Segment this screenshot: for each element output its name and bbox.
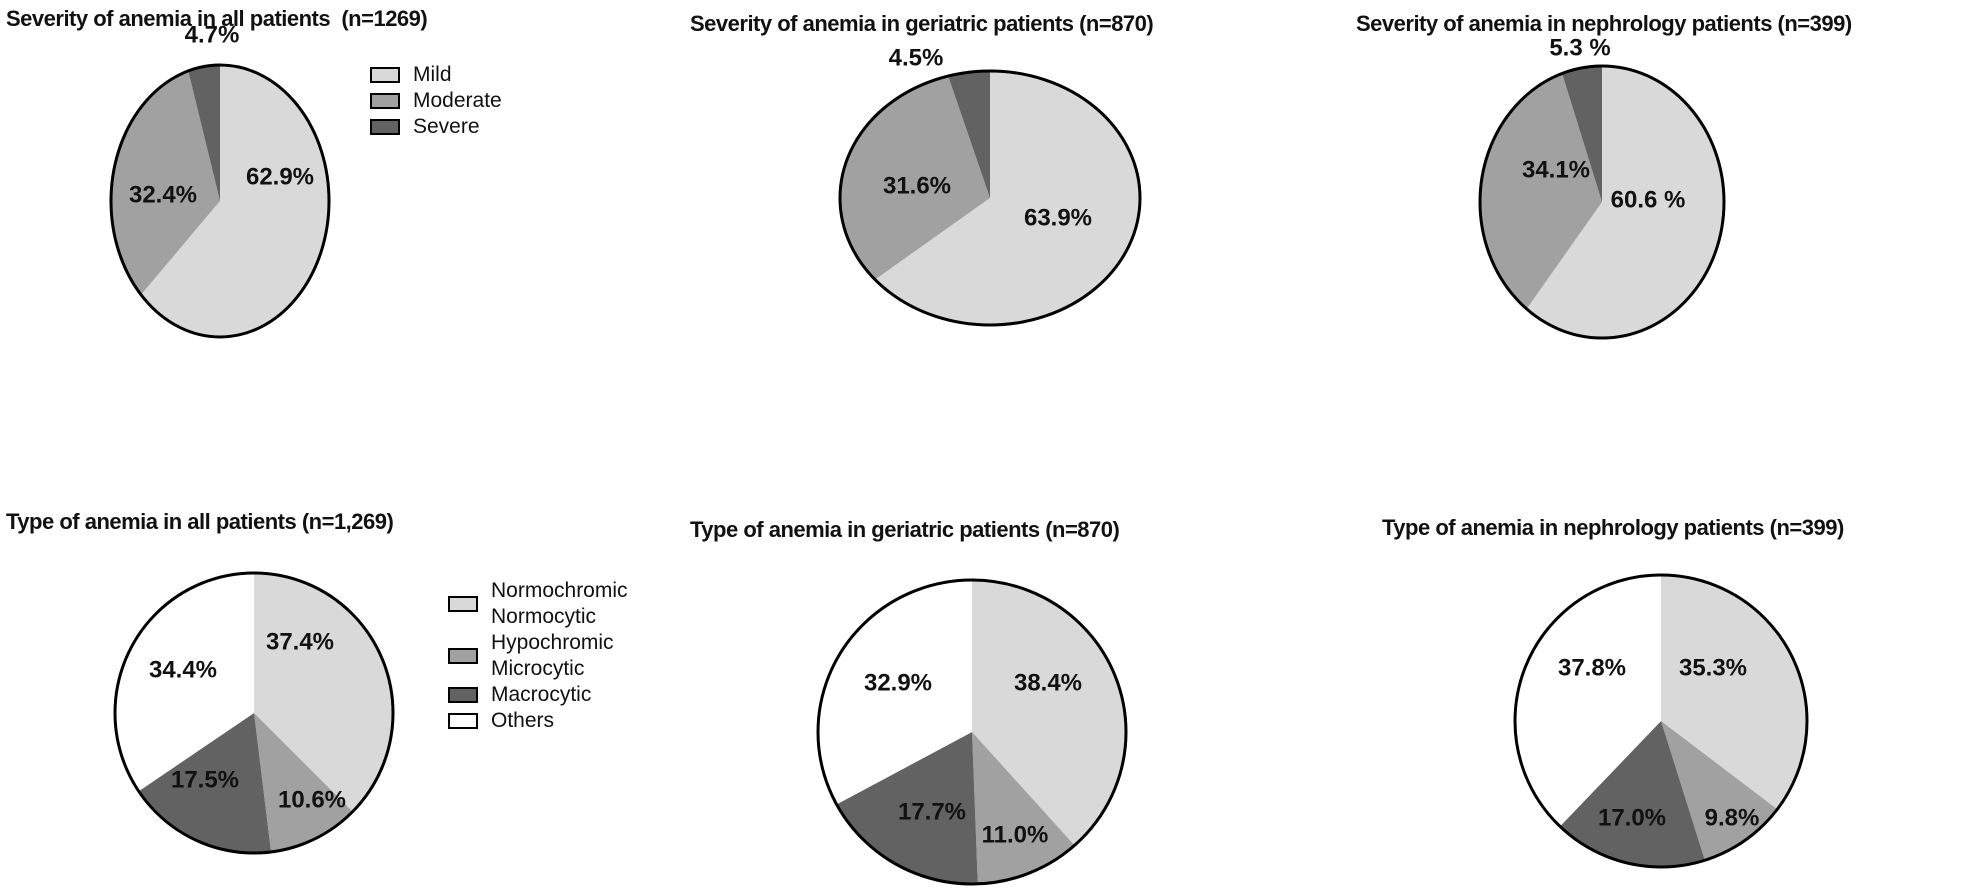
legend-swatch-severe [370, 119, 400, 135]
legend-swatch-moderate [370, 93, 400, 109]
pie-slice-severity-all-moderate [110, 70, 220, 295]
legend-item-hypochromic-microcytic: Hypochromic Microcytic [448, 630, 628, 682]
legend-label: Others [491, 709, 555, 732]
legend-item-moderate: Moderate [370, 88, 502, 114]
legend-swatch-normochromic-normocytic [448, 596, 478, 612]
legend-label: Moderate [413, 89, 502, 112]
slice-label-severity-all-severe: 4.7% [185, 22, 240, 49]
slice-label-severity-nephrology-moderate: 34.1% [1522, 157, 1590, 184]
legend-swatch-hypochromic-microcytic [448, 648, 478, 664]
slice-label-type-nephrology-others: 37.8% [1558, 655, 1626, 682]
slice-label-type-geriatric-macrocytic: 17.7% [898, 799, 966, 826]
chart-title-severity-geriatric: Severity of anemia in geriatric patients… [690, 11, 1154, 36]
legend-label: Macrocytic [491, 683, 592, 706]
legend-label: Normochromic Normocytic [491, 579, 628, 628]
slice-label-type-all-others: 34.4% [149, 657, 217, 684]
legend-label: Mild [413, 63, 452, 86]
pie-slice-type-geriatric-others [818, 580, 972, 805]
pie-slice-severity-all-mild [141, 65, 329, 337]
legend-item-mild: Mild [370, 62, 502, 88]
legend-item-others: Others [448, 708, 628, 734]
slice-label-severity-geriatric-severe: 4.5% [889, 45, 944, 72]
legend-swatch-mild [370, 67, 400, 83]
slice-label-severity-geriatric-moderate: 31.6% [883, 173, 951, 200]
pie-outline-type-all [113, 571, 395, 855]
slice-label-type-nephrology-hypochromic-microcytic: 9.8% [1705, 805, 1760, 832]
pie-type-nephrology: 35.3% 9.8% 17.0% 37.8% [1513, 573, 1809, 869]
pie-slice-type-geriatric-hypochromic-microcytic [972, 732, 1075, 884]
pie-slice-type-all-others [114, 572, 254, 792]
slice-label-type-all-macrocytic: 17.5% [171, 767, 239, 794]
pie-slice-severity-nephrology-moderate [1479, 73, 1602, 309]
legend-label: Severe [413, 115, 480, 138]
legend-item-macrocytic: Macrocytic [448, 682, 628, 708]
pie-slice-type-nephrology-hypochromic-microcytic [1661, 721, 1778, 861]
pie-type-all: 37.4% 10.6% 17.5% 34.4% [113, 571, 395, 855]
pie-slice-type-all-macrocytic [138, 713, 271, 854]
pie-severity-geriatric: 63.9% 31.6% 4.5% [838, 45, 1142, 327]
pie-slice-type-nephrology-normochromic-normocytic [1661, 575, 1808, 810]
slice-label-severity-nephrology-mild: 60.6 % [1611, 187, 1686, 214]
pie-outline-severity-all [109, 63, 331, 339]
chart-title-type-nephrology: Type of anemia in nephrology patients (n… [1382, 515, 1844, 540]
slice-label-severity-all-moderate: 32.4% [129, 182, 197, 209]
slice-label-type-all-hypochromic-microcytic: 10.6% [278, 787, 346, 814]
slice-label-severity-nephrology-severe: 5.3 % [1549, 35, 1610, 62]
chart-title-severity-all: Severity of anemia in all patients (n=12… [6, 6, 428, 31]
pie-slice-type-geriatric-normochromic-normocytic [972, 580, 1127, 846]
slice-label-type-geriatric-others: 32.9% [864, 670, 932, 697]
pie-slice-severity-geriatric-severe [948, 70, 990, 198]
slice-label-type-nephrology-macrocytic: 17.0% [1598, 805, 1666, 832]
pie-slice-type-nephrology-macrocytic [1559, 721, 1705, 868]
pie-outline-severity-nephrology [1478, 64, 1726, 340]
pie-outline-type-nephrology [1513, 573, 1809, 869]
legend-swatch-others [448, 713, 478, 729]
legend-anemia-type: Normochromic Normocytic Hypochromic Micro… [448, 578, 628, 734]
legend-swatch-macrocytic [448, 687, 478, 703]
pie-slice-severity-nephrology-severe [1562, 66, 1602, 202]
pie-slice-type-all-normochromic-normocytic [254, 573, 394, 812]
pie-severity-all: 62.9% 32.4% 4.7% [109, 22, 331, 339]
pie-type-geriatric: 38.4% 11.0% 17.7% 32.9% [816, 578, 1128, 886]
chart-title-severity-nephrology: Severity of anemia in nephrology patient… [1356, 11, 1852, 36]
legend-item-severe: Severe [370, 114, 502, 140]
legend-item-normochromic-normocytic: Normochromic Normocytic [448, 578, 628, 630]
slice-label-type-nephrology-normochromic-normocytic: 35.3% [1679, 655, 1747, 682]
slice-label-severity-all-mild: 62.9% [246, 164, 314, 191]
slice-label-severity-geriatric-mild: 63.9% [1024, 205, 1092, 232]
slice-label-type-all-normochromic-normocytic: 37.4% [266, 629, 334, 656]
pie-slice-severity-nephrology-mild [1526, 66, 1724, 338]
legend-severity: Mild Moderate Severe [370, 62, 502, 140]
chart-title-type-geriatric: Type of anemia in geriatric patients (n=… [690, 517, 1120, 542]
pie-slice-type-all-hypochromic-microcytic [254, 713, 353, 852]
legend-label: Hypochromic Microcytic [491, 631, 614, 680]
pie-outline-severity-geriatric [838, 69, 1142, 327]
slice-label-type-geriatric-hypochromic-microcytic: 11.0% [982, 822, 1049, 849]
pie-slice-severity-geriatric-moderate [839, 76, 990, 280]
chart-title-type-all: Type of anemia in all patients (n=1,269) [6, 509, 394, 534]
pie-slice-severity-geriatric-mild [875, 70, 1141, 326]
pie-severity-nephrology: 60.6 % 34.1% 5.3 % [1478, 35, 1726, 340]
pie-slice-severity-all-severe [188, 65, 220, 201]
pie-slice-type-nephrology-others [1514, 575, 1661, 827]
pie-outline-type-geriatric [816, 578, 1128, 886]
slice-label-type-geriatric-normochromic-normocytic: 38.4% [1014, 670, 1082, 697]
